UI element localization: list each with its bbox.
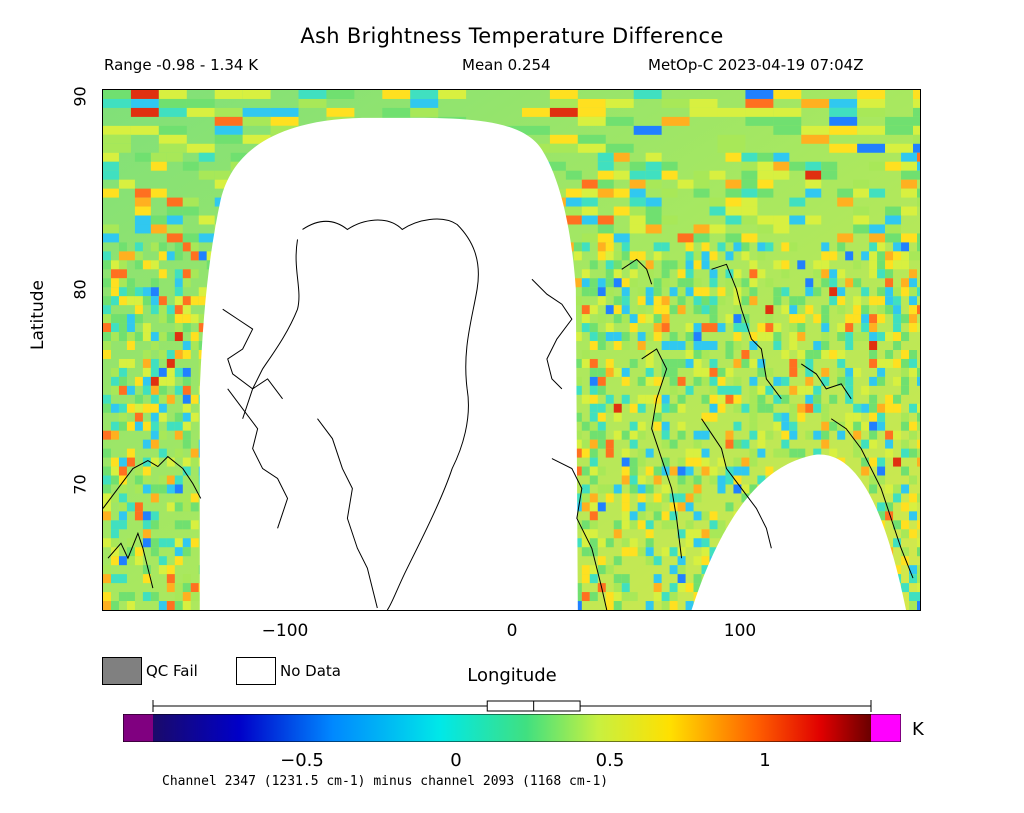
range-label: Range -0.98 - 1.34 K: [104, 56, 259, 74]
x-axis-label: Longitude: [467, 665, 557, 686]
qc-fail-label: QC Fail: [146, 662, 198, 680]
y-tick-70: 70: [70, 474, 90, 495]
y-tick-90: 90: [70, 86, 90, 107]
no-data-swatch: [236, 657, 276, 685]
colorbar-unit: K: [912, 719, 924, 740]
mean-label: Mean 0.254: [462, 56, 551, 74]
map-plot: [102, 89, 921, 611]
channel-footnote: Channel 2347 (1231.5 cm-1) minus channel…: [162, 774, 609, 789]
no-data-region-west: [199, 117, 578, 610]
colorbar-overflow: [871, 714, 901, 742]
x-tick-minus-100: −100: [261, 621, 309, 641]
x-tick-100: 100: [723, 621, 757, 641]
colorbar: [123, 714, 901, 742]
y-axis-label: Latitude: [28, 280, 48, 350]
x-tick-0: 0: [506, 621, 518, 641]
distribution-boxplot: [152, 700, 872, 712]
colorbar-tick-minus-0-5: −0.5: [280, 750, 324, 771]
qc-fail-swatch: [102, 657, 142, 685]
colorbar-underflow: [123, 714, 153, 742]
satellite-time-label: MetOp-C 2023-04-19 07:04Z: [648, 56, 864, 74]
y-tick-80: 80: [70, 279, 90, 300]
chart-title: Ash Brightness Temperature Difference: [300, 24, 724, 48]
no-data-label: No Data: [280, 662, 341, 680]
colorbar-gradient: [153, 714, 871, 742]
colorbar-tick-0: 0: [450, 750, 462, 771]
colorbar-tick-0-5: 0.5: [595, 750, 625, 771]
coastlines: [103, 218, 914, 610]
no-data-region-east: [691, 454, 907, 610]
colorbar-tick-1: 1: [759, 750, 771, 771]
